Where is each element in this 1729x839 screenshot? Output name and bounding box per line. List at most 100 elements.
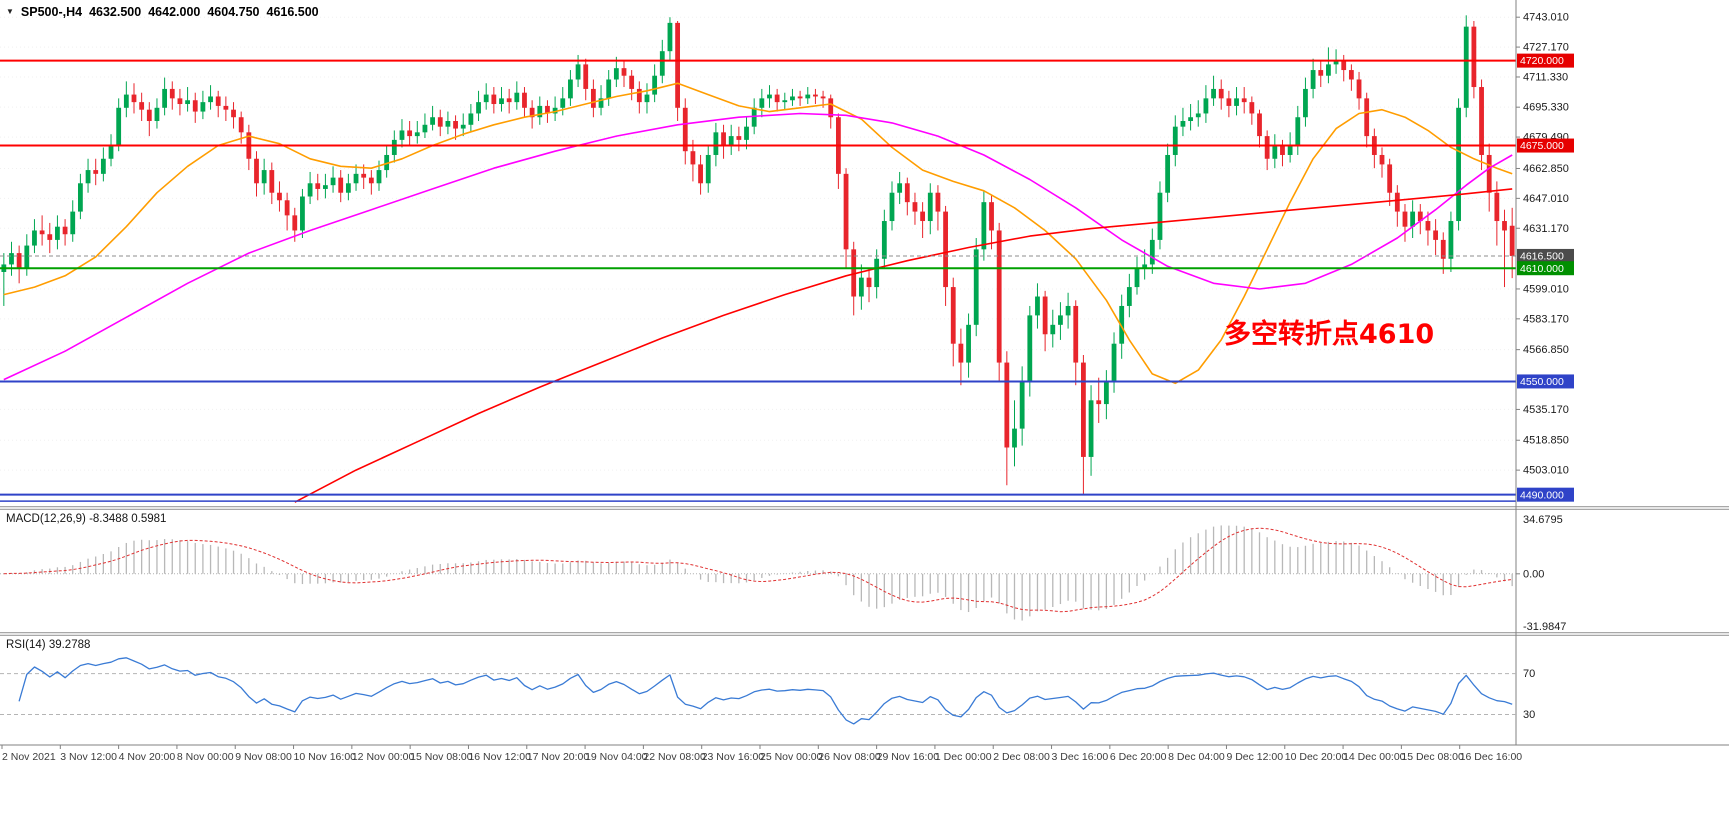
- candle-body: [858, 277, 864, 297]
- candle-body: [698, 164, 703, 184]
- candle-body: [1050, 324, 1056, 335]
- candle-body: [606, 79, 612, 99]
- candle-body: [1356, 79, 1362, 99]
- candle-body: [621, 68, 627, 76]
- price-tick-label: 4583.170: [1523, 313, 1569, 325]
- candle-body: [1035, 296, 1040, 316]
- candle-body: [866, 277, 872, 288]
- candle-body: [774, 94, 780, 103]
- candle-body: [1096, 400, 1102, 405]
- candle-body: [154, 107, 160, 122]
- candle-body: [177, 98, 183, 105]
- candle-body: [851, 249, 857, 297]
- candle-body: [1433, 230, 1439, 240]
- time-label: 2 Dec 08:00: [993, 751, 1050, 763]
- candle-body: [284, 200, 290, 216]
- candle-body: [1272, 145, 1278, 159]
- candle-body: [47, 234, 53, 240]
- candle-body: [613, 68, 619, 80]
- candle-body: [269, 170, 275, 193]
- candle-body: [1341, 60, 1347, 71]
- candle-body: [736, 136, 742, 140]
- candle-body: [254, 158, 259, 184]
- candle-body: [476, 102, 481, 114]
- price-tick-label: 4566.850: [1523, 344, 1569, 356]
- candle-body: [1387, 164, 1393, 193]
- candle-body: [590, 88, 596, 108]
- candle-body: [208, 96, 213, 103]
- panel-separator: [0, 506, 1729, 510]
- candle-body: [1103, 381, 1109, 405]
- high-value: 4642.000: [148, 5, 201, 19]
- chart-shift-icon: ▼: [6, 7, 14, 16]
- price-tick-label: 4647.010: [1523, 193, 1569, 205]
- candle-body: [131, 94, 137, 103]
- candle-body: [414, 132, 420, 137]
- candle-body: [1065, 305, 1071, 316]
- candle-body: [537, 105, 543, 118]
- candle-body: [453, 121, 458, 129]
- symbol-timeframe-label: SP500-,H4: [20, 5, 83, 19]
- candle-body: [782, 100, 788, 103]
- candle-body: [391, 139, 397, 155]
- candle-body: [1287, 145, 1293, 155]
- price-badge: [1517, 374, 1574, 389]
- candle-body: [1195, 113, 1201, 118]
- candle-body: [116, 107, 122, 146]
- ma-fast-line: [3, 82, 1513, 385]
- candle-body: [1088, 400, 1094, 457]
- candle-body: [904, 183, 910, 203]
- candle-body: [1448, 221, 1454, 259]
- candle-body: [897, 183, 903, 193]
- candle-body: [721, 132, 726, 146]
- time-label: 15 Dec 08:00: [1401, 751, 1464, 763]
- price-badge: [1517, 248, 1574, 263]
- time-label: 12 Nov 00:00: [352, 751, 415, 763]
- candle-body: [1081, 362, 1086, 457]
- candle-body: [1494, 192, 1500, 222]
- candle-body: [1425, 221, 1431, 231]
- candle-body: [1364, 98, 1370, 137]
- macd-axis-zero: 0.00: [1523, 568, 1544, 580]
- price-badge-label: 4675.000: [1520, 140, 1564, 152]
- candle-body: [1134, 268, 1140, 288]
- candle-body: [376, 170, 382, 184]
- price-tick-label: 4743.010: [1523, 12, 1569, 24]
- price-badge-label: 4550.000: [1520, 376, 1564, 388]
- candle-body: [568, 79, 573, 99]
- candle-body: [231, 109, 236, 118]
- time-scale[interactable]: [0, 745, 1729, 769]
- candle-body: [713, 132, 719, 155]
- candle-body: [1211, 88, 1216, 99]
- candle-body: [399, 130, 405, 140]
- time-label: 9 Nov 08:00: [235, 751, 292, 763]
- candle-body: [192, 100, 198, 112]
- price-badge-label: 4616.500: [1520, 251, 1564, 263]
- candle-body: [1019, 381, 1025, 429]
- candle-body: [1119, 305, 1125, 344]
- candle-body: [1303, 88, 1308, 118]
- candle-body: [323, 185, 328, 189]
- candle-body: [85, 170, 91, 184]
- price-scale[interactable]: [1516, 0, 1729, 745]
- candle-body: [345, 183, 351, 193]
- price-tick-label: 4503.010: [1523, 465, 1569, 477]
- candle-body: [744, 126, 749, 140]
- time-label: 1 Dec 00:00: [935, 751, 992, 763]
- candle-body: [1004, 362, 1010, 448]
- candle-body: [659, 51, 665, 76]
- candle-body: [100, 158, 106, 174]
- candle-body: [1310, 70, 1316, 89]
- candle-body: [162, 88, 168, 108]
- candle-body: [805, 94, 811, 99]
- candle-body: [32, 230, 37, 246]
- time-label: 19 Nov 04:00: [585, 751, 648, 763]
- ma-slow-line: [294, 188, 1513, 503]
- candle-body: [1218, 88, 1224, 99]
- price-badge-label: 4490.000: [1520, 489, 1564, 501]
- candle-body: [1058, 315, 1063, 325]
- candle-body: [169, 88, 175, 99]
- candle-body: [483, 94, 489, 103]
- candle-body: [989, 202, 994, 231]
